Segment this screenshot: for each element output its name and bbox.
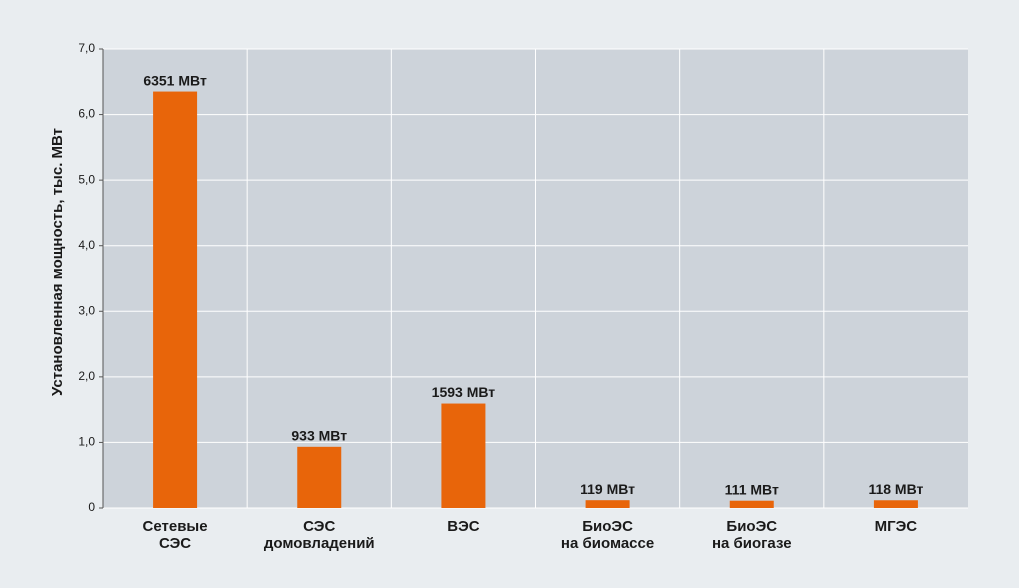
y-tick-label: 1,0 xyxy=(78,435,95,449)
bar xyxy=(873,500,918,508)
x-tick-label: БиоЭС на биомассе xyxy=(560,518,655,552)
y-tick-label: 0 xyxy=(88,500,95,514)
y-axis-label: Установленная мощность, тыс. МВт xyxy=(49,128,66,396)
value-label: 1593 МВт xyxy=(432,384,496,400)
y-tick-label: 6,0 xyxy=(78,107,95,121)
value-label: 119 МВт xyxy=(580,481,635,497)
x-tick-label: Сетевые СЭС xyxy=(142,518,208,552)
value-label: 6351 МВт xyxy=(143,72,207,88)
bar xyxy=(153,91,198,509)
y-tick-label: 3,0 xyxy=(78,303,95,317)
x-tick-label: МГЭС xyxy=(874,518,918,535)
y-tick-label: 4,0 xyxy=(78,238,95,252)
bar xyxy=(297,446,342,508)
bar xyxy=(441,403,486,508)
x-tick-label: СЭС домовладений xyxy=(263,518,375,552)
x-tick-label: БиоЭС на биогазе xyxy=(711,518,792,552)
value-label: 933 МВт xyxy=(291,428,347,444)
bar xyxy=(585,500,630,508)
value-label: 118 МВт xyxy=(868,481,923,497)
y-tick-label: 2,0 xyxy=(78,369,95,383)
x-tick-label: ВЭС xyxy=(447,518,480,535)
y-tick-label: 5,0 xyxy=(78,172,95,186)
y-tick-label: 7,0 xyxy=(78,41,95,55)
value-label: 111 МВт xyxy=(725,481,779,497)
bar xyxy=(729,500,774,508)
